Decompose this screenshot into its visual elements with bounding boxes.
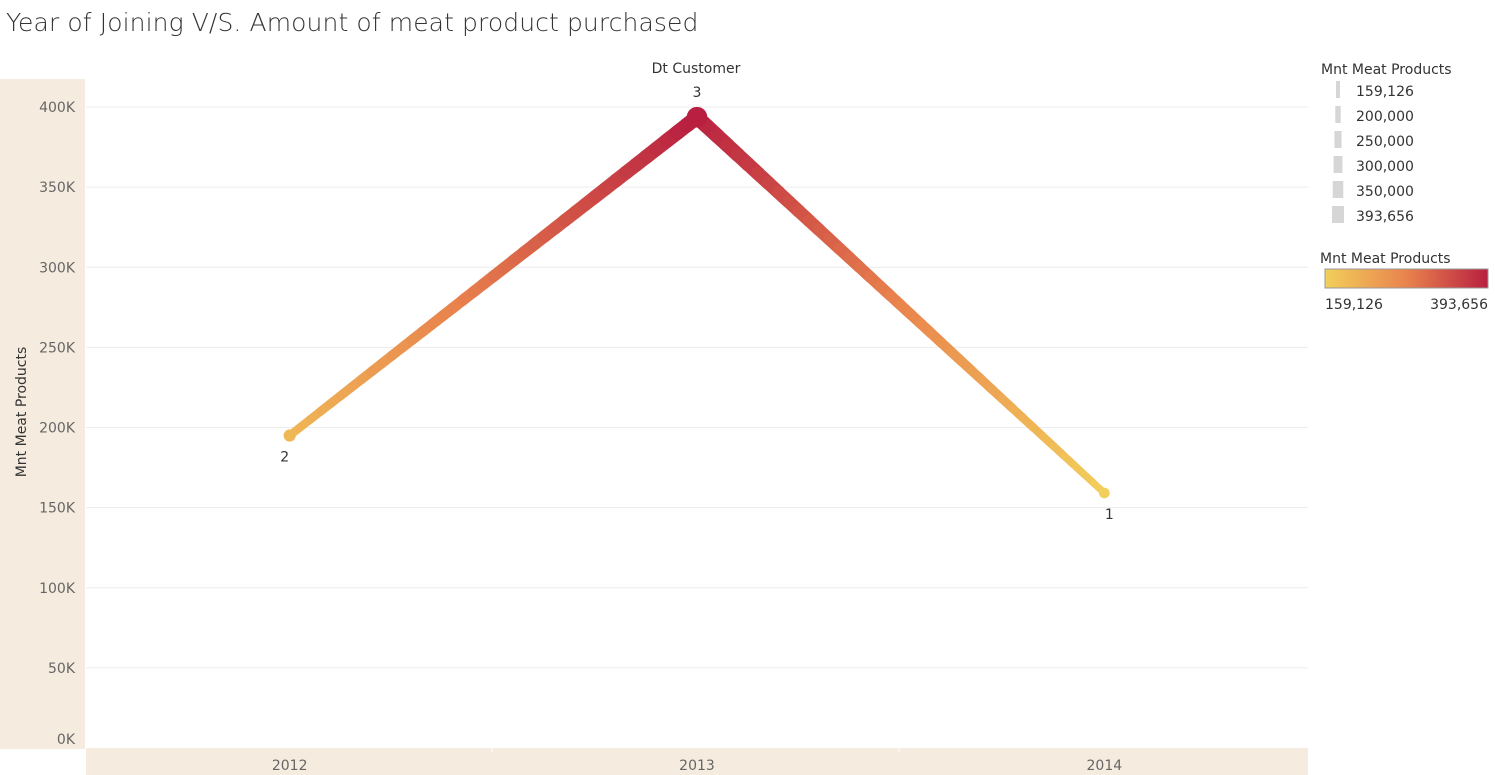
x-tick-label: 2014 — [1087, 758, 1123, 774]
color-legend-ramp — [1324, 268, 1489, 289]
column-header: Dt Customer — [652, 61, 741, 77]
size-legend-label: 393,656 — [1356, 209, 1414, 225]
y-tick-label: 350K — [39, 180, 76, 196]
size-legend-swatch — [1333, 156, 1343, 173]
color-legend-max: 393,656 — [1430, 297, 1488, 313]
y-tick-label: 0K — [57, 732, 76, 748]
line-segment — [689, 109, 1108, 497]
size-legend-label: 350,000 — [1356, 184, 1414, 200]
size-legend-swatch — [1336, 81, 1340, 98]
data-label: 1 — [1105, 507, 1114, 523]
data-points — [283, 106, 1110, 499]
size-legend-label: 200,000 — [1356, 109, 1414, 125]
y-tick-label: 200K — [39, 421, 76, 437]
size-legend-label: 159,126 — [1356, 84, 1414, 100]
data-point[interactable] — [1098, 487, 1110, 499]
size-legend-label: 300,000 — [1356, 159, 1414, 175]
y-tick-label: 50K — [48, 661, 76, 677]
data-label: 2 — [280, 450, 289, 466]
y-axis-ticks: 0K 50K 100K 150K 200K 250K 300K 350K 400K — [39, 100, 76, 748]
size-legend-swatch — [1335, 106, 1341, 123]
chart-title: Year of Joining V/S. Amount of meat prod… — [6, 8, 699, 37]
x-tick-label: 2012 — [272, 758, 308, 774]
size-legend-swatch — [1332, 181, 1344, 198]
color-legend-min: 159,126 — [1325, 297, 1383, 313]
y-tick-label: 250K — [39, 340, 76, 356]
line-series — [285, 109, 1108, 497]
line-segment — [285, 109, 705, 440]
y-tick-label: 300K — [39, 260, 76, 276]
data-labels: 2 3 1 — [280, 85, 1114, 523]
y-axis-band — [0, 79, 85, 749]
data-label: 3 — [693, 85, 702, 101]
size-legend-label: 250,000 — [1356, 134, 1414, 150]
size-legend: 159,126 200,000 250,000 300,000 350,000 393,6… — [1332, 81, 1414, 225]
size-legend-swatch — [1334, 131, 1342, 148]
x-axis-band — [86, 748, 1308, 775]
x-axis-ticks: 2012 2013 2014 — [272, 758, 1122, 774]
color-legend-title: Mnt Meat Products — [1320, 251, 1451, 267]
gridlines — [86, 106, 1308, 669]
size-legend-swatch — [1332, 206, 1344, 223]
size-legend-title: Mnt Meat Products — [1321, 62, 1452, 78]
y-tick-label: 100K — [39, 581, 76, 597]
y-axis-title: Mnt Meat Products — [14, 347, 30, 478]
data-point[interactable] — [686, 106, 708, 128]
y-tick-label: 150K — [39, 501, 76, 517]
x-tick-label: 2013 — [679, 758, 715, 774]
data-point[interactable] — [283, 429, 296, 442]
y-tick-label: 400K — [39, 100, 76, 116]
